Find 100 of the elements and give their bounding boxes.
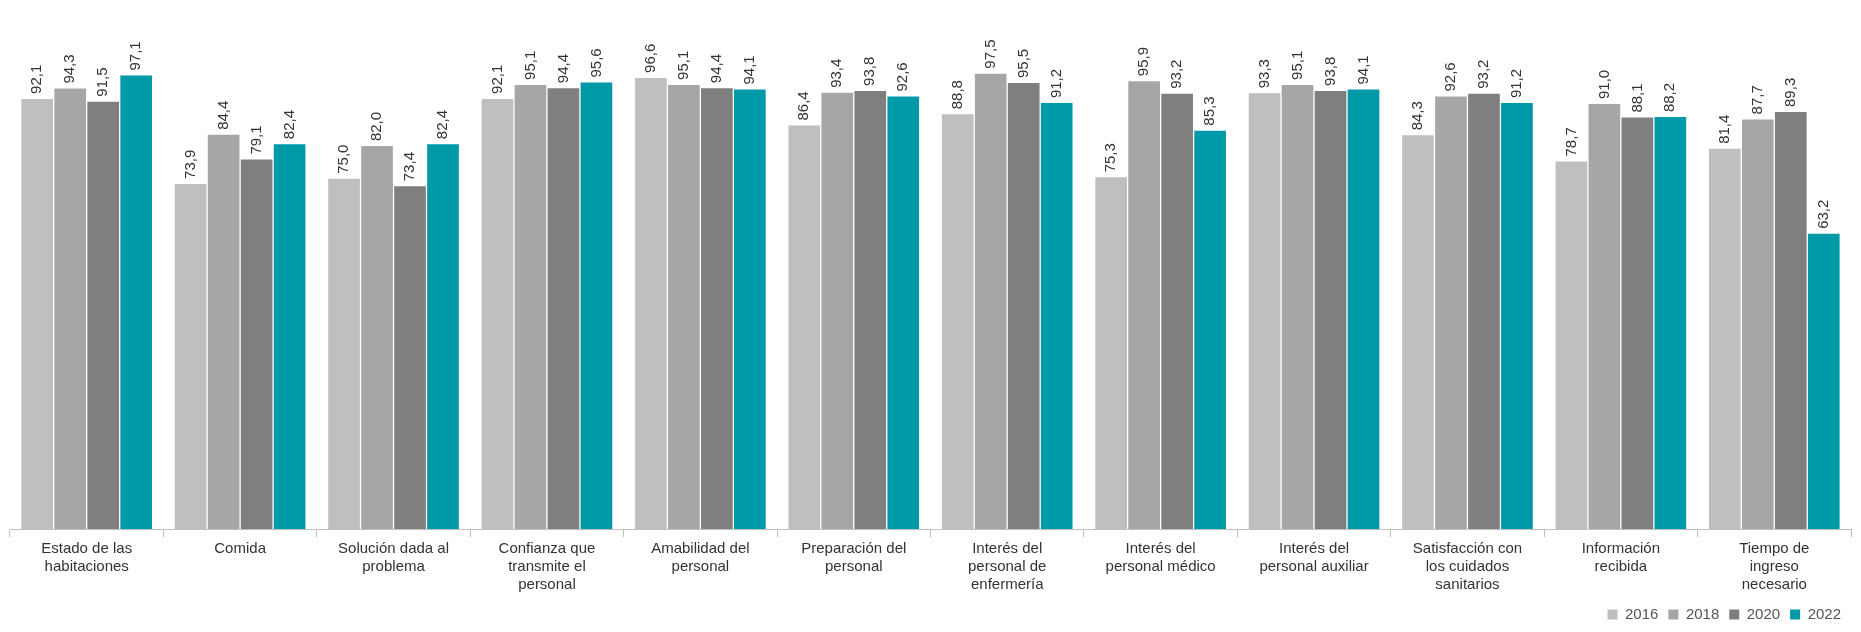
bar: [54, 88, 87, 529]
data-label: 95,5: [1013, 48, 1031, 79]
data-label: 63,2: [1813, 199, 1831, 229]
data-label: 93,8: [860, 56, 878, 86]
data-label: 95,1: [520, 50, 538, 80]
x-tick-label: Confianza que transmite el personal: [498, 539, 596, 593]
data-label: 91,2: [1507, 68, 1525, 99]
bar: [394, 186, 426, 529]
data-label: 91,5: [93, 67, 111, 97]
data-label: 93,3: [1254, 59, 1272, 89]
x-tick-label: Solución dada al problema: [338, 539, 449, 575]
legend-label: 2020: [1746, 604, 1781, 622]
data-label: 92,1: [27, 64, 45, 94]
bar: [1654, 117, 1687, 529]
bar: [1588, 104, 1621, 529]
data-label: 79,1: [246, 125, 264, 155]
bar: [427, 144, 459, 529]
data-label: 95,1: [1287, 50, 1305, 80]
data-label: 97,5: [980, 39, 998, 69]
bar: [1161, 93, 1193, 529]
bar: [1621, 117, 1654, 529]
x-tick-label: Comida: [214, 539, 267, 557]
x-tick-label: Satisfacción con los cuidados sanitarios: [1412, 539, 1523, 593]
legend-label: 2016: [1625, 604, 1659, 622]
bar: [547, 88, 580, 529]
bar: [887, 96, 920, 529]
data-label: 84,4: [213, 100, 231, 130]
bar: [240, 159, 273, 529]
x-tick-label: Estado de las habitaciones: [41, 539, 133, 575]
bar: [1468, 93, 1500, 529]
bar: [1314, 90, 1347, 529]
data-label: 97,1: [126, 41, 144, 71]
bar: [207, 134, 240, 529]
bar: [1007, 83, 1040, 529]
data-label: 93,8: [1320, 56, 1338, 86]
bar: [1281, 84, 1314, 529]
bar: [1347, 89, 1380, 529]
data-label: 82,4: [433, 109, 451, 140]
data-label: 87,7: [1747, 85, 1765, 115]
data-label: 88,8: [947, 80, 965, 110]
data-label: 94,4: [553, 53, 571, 84]
data-label: 73,9: [180, 149, 198, 179]
data-label: 93,2: [1474, 59, 1492, 89]
x-tick-label: Información recibida: [1581, 539, 1661, 575]
data-label: 96,6: [641, 43, 659, 73]
bar: [273, 144, 306, 529]
data-label: 75,0: [334, 144, 352, 174]
data-label: 92,6: [1441, 62, 1459, 92]
bar: [854, 90, 887, 529]
x-tick-label: Interés del personal médico: [1105, 539, 1216, 575]
data-label: 85,3: [1200, 96, 1218, 126]
data-label: 94,1: [739, 55, 757, 85]
data-label: 94,4: [707, 53, 725, 84]
bar: [1128, 81, 1160, 529]
bar: [821, 92, 854, 529]
data-label: 93,2: [1167, 59, 1185, 89]
data-label: 91,0: [1594, 69, 1612, 100]
data-label: 88,2: [1660, 82, 1678, 113]
bar: [668, 84, 700, 529]
data-label: 91,2: [1046, 68, 1064, 99]
x-tick-label: Interés del personal auxiliar: [1259, 539, 1369, 575]
x-tick-label: Amabilidad del personal: [651, 539, 750, 575]
data-label: 88,1: [1627, 83, 1645, 113]
data-label: 86,4: [794, 91, 812, 121]
x-tick-label: Interés del personal de enfermería: [968, 539, 1047, 593]
data-label: 89,3: [1780, 77, 1798, 107]
bar: [1774, 111, 1807, 529]
legend-label: 2022: [1807, 604, 1842, 622]
x-tick-label: Tiempo de ingreso necesario: [1739, 539, 1810, 593]
x-tick-label: Preparación del personal: [801, 539, 907, 575]
data-label: 94,1: [1353, 55, 1371, 85]
bar: [1040, 103, 1073, 529]
data-label: 95,1: [674, 50, 692, 80]
data-label: 82,4: [279, 109, 297, 140]
bar: [87, 101, 120, 529]
bar: [701, 88, 733, 529]
data-label: 94,3: [60, 54, 78, 84]
bar: [361, 146, 393, 529]
data-label: 84,3: [1408, 101, 1426, 131]
data-label: 95,9: [1134, 46, 1152, 77]
bar: [1807, 233, 1840, 529]
bar: [514, 84, 547, 529]
bar: [120, 75, 153, 529]
data-label: 78,7: [1561, 127, 1579, 157]
data-label: 93,4: [827, 58, 845, 88]
data-label: 95,6: [586, 48, 604, 78]
bar: [1435, 96, 1467, 529]
bar: [1501, 103, 1533, 529]
data-label: 81,4: [1714, 114, 1732, 144]
bar: [580, 82, 613, 529]
data-label: 73,4: [400, 152, 418, 182]
bar: [974, 73, 1007, 529]
data-label: 82,0: [367, 111, 385, 142]
data-label: 75,3: [1101, 143, 1119, 173]
data-label: 92,1: [487, 64, 505, 94]
data-label: 92,6: [893, 62, 911, 92]
bar: [1741, 119, 1774, 529]
bar: [734, 89, 766, 529]
legend-label: 2018: [1685, 604, 1720, 622]
bar: [1194, 130, 1226, 529]
